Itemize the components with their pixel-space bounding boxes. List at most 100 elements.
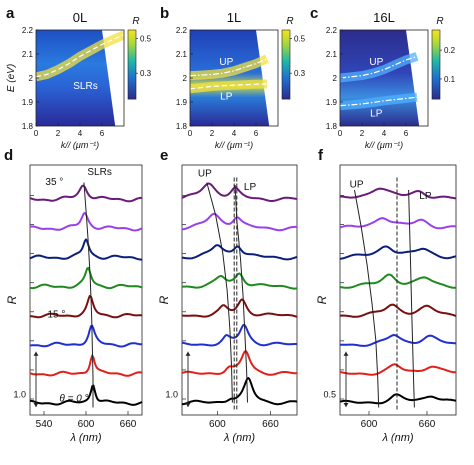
x-tick-label: 0	[338, 129, 343, 138]
band-label: LP	[220, 92, 233, 103]
colorbar-tick-label: 0.3	[294, 69, 306, 78]
y-tick-label: 2	[333, 74, 338, 83]
annotation-label: 15 °	[48, 310, 66, 321]
colorbar-tick-label: 0.3	[140, 69, 152, 78]
x-tick-label: 6	[100, 129, 105, 138]
scale-bar-arrowhead	[33, 403, 39, 407]
y-tick-label: 2.1	[22, 50, 34, 59]
x-axis-label: k// (μm⁻¹)	[365, 140, 403, 150]
x-tick-label: 2	[56, 129, 61, 138]
x-tick-label: 660	[262, 419, 279, 430]
spectrum-curve-0deg	[181, 377, 298, 406]
x-tick-label: 6	[404, 129, 409, 138]
y-tick-label: 2	[29, 74, 34, 83]
panel-title: 0L	[73, 10, 87, 25]
y-axis-label: R	[5, 295, 19, 304]
band-line-lp	[340, 96, 418, 107]
y-axis-label: R	[157, 295, 171, 304]
light-cone-region	[256, 30, 278, 126]
spectrum-curve-35deg	[340, 187, 457, 200]
y-axis-label: R	[315, 295, 329, 304]
annotation-label: UP	[198, 168, 212, 179]
annotation-label: θ = 0 °	[59, 393, 88, 404]
colorbar-tick-label: 0.5	[294, 35, 306, 44]
x-tick-label: 660	[120, 419, 137, 430]
scale-bar-arrowhead	[185, 403, 191, 407]
panel-title: 16L	[373, 10, 395, 25]
colorbar	[127, 29, 137, 100]
band-line-lp	[190, 83, 268, 90]
panel-letter: f	[318, 147, 324, 164]
panel-b: b 1L UP LP 1.8 1.9 2 2.1 2.2 0 2 4 6k// (μm⁻¹) R0.5 0.…	[160, 5, 306, 150]
spectrum-curve-35deg	[29, 184, 142, 203]
spectrum-curve-10deg	[30, 324, 143, 348]
y-tick-label: 1.9	[176, 98, 188, 107]
band-label: SLRs	[73, 81, 97, 92]
spectrum-curve-5deg	[29, 354, 143, 377]
x-tick-label: 2	[360, 129, 365, 138]
panel-f: f UP LP 0.5 600 660 λ (nm) R	[315, 147, 457, 444]
annotation-label: LP	[244, 182, 257, 193]
scale-bar-arrowhead	[343, 351, 349, 356]
x-tick-label: 4	[78, 129, 83, 138]
y-tick-label: 1.8	[22, 122, 34, 131]
y-tick-label: 2.1	[176, 50, 188, 59]
scale-bar-arrowhead	[185, 351, 191, 356]
spectrum-curve-15deg	[181, 298, 298, 318]
annotation-label: LP	[419, 191, 432, 202]
spectrum-curve-10deg	[181, 324, 298, 347]
spectrum-curve-15deg	[29, 295, 142, 319]
x-tick-label: 540	[36, 419, 53, 430]
scale-bar-label: 0.5	[323, 389, 336, 399]
colorbar-label: R	[132, 16, 139, 27]
y-axis-label: E (eV)	[6, 64, 17, 92]
light-cone-region	[102, 30, 124, 126]
x-axis-label: λ (nm)	[69, 432, 101, 444]
plot-frame	[181, 164, 298, 416]
scale-bar-arrowhead	[343, 403, 349, 407]
spectrum-curve-20deg	[29, 266, 143, 290]
band-label: UP	[219, 57, 233, 68]
spectrum-curve-5deg	[181, 350, 297, 376]
band-line-slrs	[36, 34, 124, 78]
y-tick-label: 2.2	[326, 26, 338, 35]
spectrum-curve-30deg	[339, 217, 457, 230]
y-tick-label: 2.2	[176, 26, 188, 35]
dispersion-guide-line	[83, 182, 94, 408]
colorbar-tick-label: 0.5	[140, 35, 152, 44]
spectrum-curve-15deg	[340, 303, 457, 318]
panel-a: a 0L SLRs 1.8 1.9 2 2.1 2.2 0 2 4 6k// (μm⁻¹) E (eV)…	[6, 5, 152, 150]
x-tick-label: 6	[254, 129, 259, 138]
panel-letter: c	[310, 5, 318, 22]
panel-title: 1L	[227, 10, 241, 25]
spectrum-curve-35deg	[181, 182, 298, 202]
y-tick-label: 1.9	[326, 98, 338, 107]
x-tick-label: 600	[361, 419, 378, 430]
x-tick-label: 600	[209, 419, 226, 430]
colorbar-label: R	[286, 16, 293, 27]
x-axis-label: λ (nm)	[381, 432, 413, 444]
spectrum-curve-20deg	[181, 272, 298, 290]
panel-letter: d	[4, 147, 13, 164]
x-axis-label: k// (μm⁻¹)	[215, 140, 253, 150]
x-tick-label: 0	[34, 129, 39, 138]
plot-frame	[29, 164, 143, 416]
annotation-label: SLRs	[87, 167, 111, 178]
spectrum-curve-30deg	[181, 212, 298, 232]
y-tick-label: 2	[183, 74, 188, 83]
dispersion-guide-line	[408, 189, 415, 408]
colorbar	[431, 29, 441, 100]
spectrum-curve-5deg	[339, 363, 457, 376]
x-axis-label: λ (nm)	[223, 432, 255, 444]
y-tick-label: 1.8	[176, 122, 188, 131]
x-tick-label: 4	[382, 129, 387, 138]
band-line-up	[190, 58, 268, 77]
scale-bar-label: 1.0	[13, 389, 26, 399]
y-tick-label: 2.2	[22, 26, 34, 35]
band-line-up	[340, 55, 418, 79]
annotation-label: UP	[350, 180, 364, 191]
dispersion-guide-line	[354, 189, 380, 408]
panel-e: e UP LP 1.0 600 660 λ (nm) R	[157, 147, 298, 444]
spectrum-curve-0deg	[339, 393, 457, 405]
